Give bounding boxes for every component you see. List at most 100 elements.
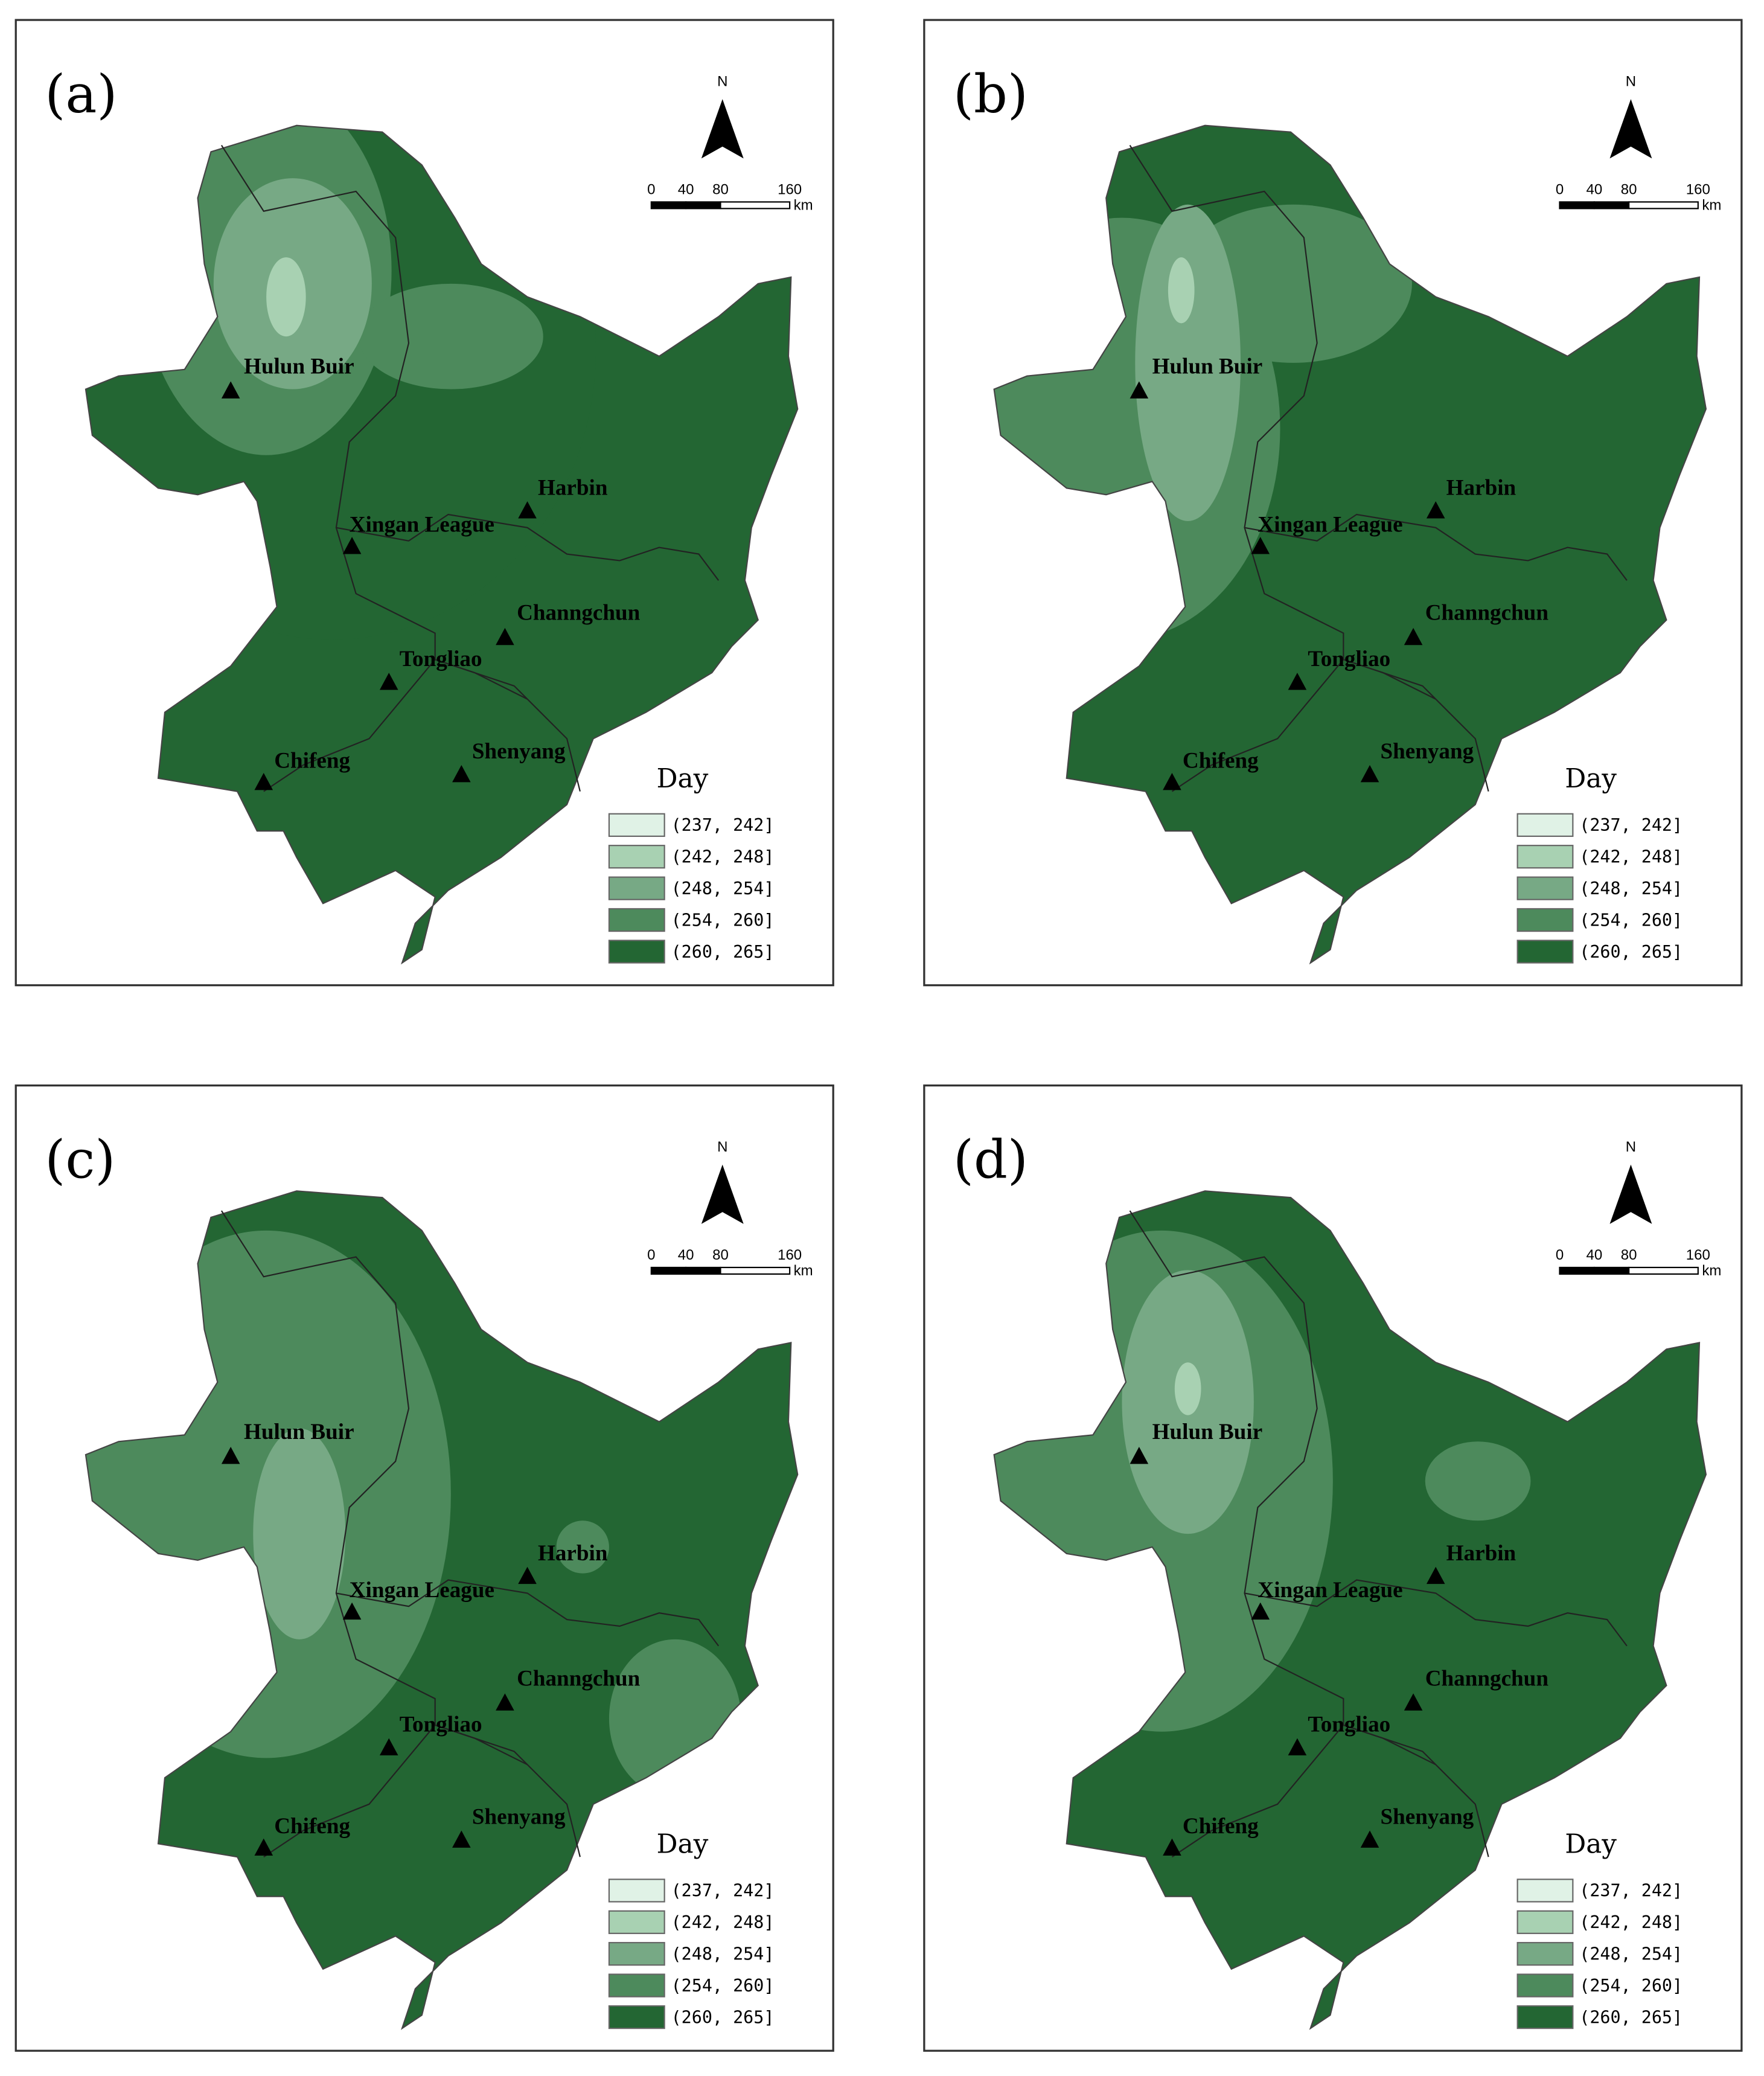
legend-label: (242, 248] — [671, 847, 775, 867]
legend-swatch — [608, 908, 665, 932]
scale-unit: km — [1702, 197, 1721, 214]
city-label: Tongliao — [400, 647, 482, 671]
city-marker — [1130, 1446, 1149, 1464]
legend-title: Day — [657, 763, 709, 794]
scale-tick: 160 — [1686, 181, 1710, 197]
city-marker — [1251, 537, 1270, 554]
city-marker — [1288, 673, 1307, 690]
legend-swatch — [608, 876, 665, 900]
city-label: Xingan League — [1257, 1578, 1402, 1603]
north-label: N — [717, 1139, 727, 1155]
north-label: N — [1626, 1139, 1636, 1155]
panel-label: (a) — [45, 63, 117, 125]
legend-title: Day — [657, 1829, 709, 1860]
city-marker — [342, 537, 362, 554]
scale-bar — [720, 1266, 791, 1275]
panel-label: (d) — [953, 1129, 1028, 1190]
city-marker — [1426, 501, 1445, 519]
north-arrow — [701, 99, 744, 159]
legend-swatch — [1516, 876, 1574, 900]
scale-tick: 0 — [647, 1247, 655, 1263]
panel-label: (c) — [45, 1129, 115, 1190]
province-border — [302, 658, 581, 792]
map-outline — [85, 124, 799, 965]
city-label: Shenyang — [472, 1805, 566, 1830]
scale-bar — [1559, 201, 1595, 210]
city-marker — [518, 501, 537, 519]
city-marker — [342, 1602, 362, 1620]
panel-label: (b) — [953, 63, 1028, 125]
scale-bar — [650, 201, 687, 210]
zone — [1135, 204, 1241, 521]
legend-swatch — [1516, 908, 1574, 932]
province-border — [302, 1724, 581, 1857]
city-label: Tongliao — [1308, 1712, 1390, 1737]
province-border — [336, 1579, 720, 1647]
province-border — [1211, 658, 1489, 792]
legend-swatch — [1516, 940, 1574, 964]
legend-swatch — [608, 1910, 665, 1934]
city-marker — [1163, 1838, 1181, 1856]
scale-tick: 40 — [678, 181, 694, 197]
legend-label: (254, 260] — [671, 910, 775, 930]
legend-swatch — [608, 845, 665, 869]
legend-label: (254, 260] — [671, 1976, 775, 1996]
scale-tick: 80 — [712, 1247, 729, 1263]
city-label: Harbin — [1446, 1541, 1516, 1566]
legend-swatch — [608, 1879, 665, 1903]
scale-tick: 40 — [678, 1247, 694, 1263]
city-label: Chifeng — [274, 1814, 350, 1839]
city-label: Chifeng — [1183, 748, 1259, 773]
zone — [1168, 257, 1195, 324]
city-marker — [1130, 381, 1149, 399]
scale-bar — [685, 1266, 721, 1275]
legend-swatch — [1516, 1879, 1574, 1903]
scale-tick: 160 — [778, 181, 802, 197]
scale-tick: 80 — [1621, 181, 1637, 197]
map-outline — [85, 1190, 799, 2030]
scale-unit: km — [794, 197, 813, 214]
city-marker — [379, 1738, 398, 1756]
legend-label: (254, 260] — [1579, 910, 1683, 930]
city-label: Harbin — [1446, 475, 1516, 500]
city-marker — [452, 764, 471, 783]
scale-unit: km — [1702, 1263, 1721, 1279]
legend-swatch — [608, 813, 665, 837]
city-label: Tongliao — [1308, 647, 1390, 671]
city-label: Xingan League — [350, 512, 494, 537]
zone — [253, 1428, 346, 1639]
zone — [1425, 1441, 1531, 1521]
province-border — [336, 513, 720, 581]
legend-swatch — [608, 940, 665, 964]
legend-swatch — [1516, 845, 1574, 869]
province-border — [1244, 1579, 1628, 1647]
legend-label: (248, 254] — [1579, 879, 1683, 899]
city-marker — [1360, 764, 1379, 783]
legend-label: (242, 248] — [671, 1912, 775, 1932]
scale-bar — [685, 201, 721, 210]
legend-label: (248, 254] — [1579, 1944, 1683, 1964]
legend-label: (242, 248] — [1579, 847, 1683, 867]
city-marker — [1360, 1830, 1379, 1848]
legend-title: Day — [1565, 763, 1617, 794]
city-marker — [1251, 1602, 1270, 1620]
city-label: Hulun Buir — [1152, 354, 1263, 379]
city-label: Chifeng — [274, 748, 350, 773]
legend-label: (260, 265] — [1579, 942, 1683, 962]
city-marker — [221, 1446, 240, 1464]
legend-label: (242, 248] — [1579, 1912, 1683, 1932]
scale-tick: 40 — [1586, 181, 1602, 197]
map-outline — [993, 1190, 1707, 2030]
legend-swatch — [608, 1942, 665, 1966]
province-border — [1211, 1724, 1489, 1857]
zone — [1174, 1362, 1201, 1415]
city-label: Xingan League — [350, 1578, 494, 1603]
city-label: Hulun Buir — [244, 354, 354, 379]
scale-tick: 80 — [712, 181, 729, 197]
city-marker — [518, 1566, 537, 1584]
scale-tick: 40 — [1586, 1247, 1602, 1263]
north-label: N — [717, 73, 727, 89]
